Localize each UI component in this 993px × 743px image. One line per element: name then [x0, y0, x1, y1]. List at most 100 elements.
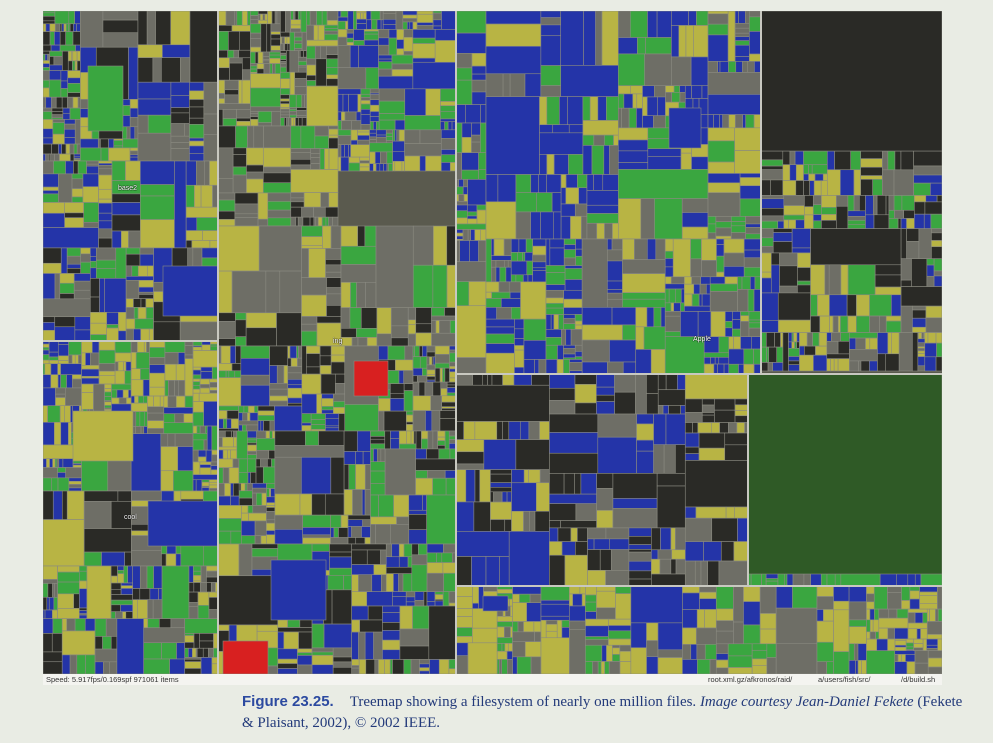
- treemap-cell: [913, 174, 942, 184]
- treemap-cell: [44, 53, 48, 61]
- treemap-cell: [607, 238, 613, 251]
- treemap-cell: [617, 169, 709, 199]
- treemap-cell: [189, 106, 205, 119]
- treemap-cell: [301, 248, 309, 279]
- treemap-cell: [524, 252, 534, 262]
- treemap-cell: [73, 153, 81, 158]
- treemap-cell: [681, 198, 709, 213]
- treemap-cell: [176, 395, 186, 408]
- treemap-cell: [192, 366, 202, 371]
- treemap-cell: [539, 421, 550, 440]
- treemap-cell: [184, 358, 194, 397]
- treemap-cell: [545, 289, 565, 299]
- treemap-cell: [43, 153, 46, 162]
- treemap-cell: [250, 116, 259, 120]
- treemap-cell: [833, 600, 850, 611]
- treemap-cell: [209, 160, 219, 186]
- treemap-cell: [238, 424, 243, 432]
- treemap-cell: [734, 415, 749, 423]
- treemap-cell: [404, 345, 414, 361]
- treemap-cell: [374, 151, 381, 164]
- treemap-cell: [366, 19, 372, 30]
- treemap-cell: [448, 439, 457, 444]
- treemap-cell: [196, 217, 219, 231]
- treemap-cell: [310, 419, 326, 425]
- treemap-cell: [378, 61, 393, 70]
- treemap-cell: [303, 192, 322, 208]
- treemap-cell: [54, 316, 76, 328]
- treemap-cell: [446, 264, 457, 308]
- treemap-cell: [418, 381, 426, 397]
- treemap-cell: [406, 414, 414, 423]
- treemap-cell: [321, 216, 327, 227]
- treemap-cell: [715, 235, 732, 240]
- treemap-cell: [797, 267, 811, 282]
- treemap-cell: [54, 153, 60, 162]
- treemap-cell: [94, 636, 103, 650]
- treemap-cell: [369, 104, 380, 112]
- treemap-cell: [664, 258, 674, 268]
- treemap-cell: [143, 658, 170, 674]
- treemap-cell: [217, 428, 239, 432]
- treemap-cell: [424, 381, 434, 397]
- treemap-cell: [290, 159, 312, 166]
- treemap-cell: [427, 470, 446, 479]
- treemap-cell: [260, 13, 264, 21]
- treemap-cell: [793, 332, 798, 343]
- treemap-cell: [608, 661, 621, 674]
- treemap-cell: [694, 560, 702, 587]
- treemap-cell: [826, 661, 834, 674]
- treemap-cell: [64, 123, 76, 130]
- treemap-cell: [197, 456, 207, 463]
- treemap-cell: [885, 315, 902, 322]
- treemap-cell: [549, 373, 576, 389]
- treemap-cell: [378, 659, 386, 674]
- treemap-cell: [539, 154, 548, 175]
- treemap-cell: [891, 332, 900, 355]
- treemap-cell: [232, 458, 240, 468]
- treemap-cell: [517, 252, 523, 262]
- treemap-cell: [43, 633, 53, 653]
- treemap-cell: [71, 173, 84, 180]
- treemap-cell: [301, 373, 322, 395]
- treemap-cell: [632, 93, 638, 109]
- treemap-cell: [245, 312, 277, 329]
- treemap-cell: [455, 32, 487, 54]
- treemap-cell: [840, 169, 855, 196]
- treemap-cell: [192, 461, 201, 475]
- treemap-cell: [266, 519, 276, 524]
- treemap-cell: [260, 420, 264, 432]
- treemap-cell: [617, 150, 649, 163]
- treemap-cell: [499, 266, 507, 283]
- treemap-cell: [65, 143, 71, 155]
- treemap-cell: [759, 585, 777, 614]
- treemap-cell: [455, 235, 464, 240]
- treemap-cell: [361, 526, 371, 538]
- treemap-cell: [887, 150, 896, 171]
- treemap-cell: [251, 543, 279, 549]
- treemap-cell: [549, 473, 565, 495]
- treemap-cell: [903, 209, 915, 219]
- treemap-cell: [485, 298, 502, 308]
- treemap-cell: [407, 307, 417, 321]
- treemap-cell: [350, 282, 357, 308]
- treemap-cell: [563, 238, 576, 245]
- treemap-cell: [260, 458, 268, 468]
- treemap-cell: [236, 430, 248, 460]
- treemap-cell: [582, 96, 591, 121]
- treemap-cell: [865, 214, 875, 229]
- treemap-cell: [85, 352, 91, 366]
- treemap-cell: [302, 534, 331, 539]
- treemap-cell: [467, 229, 471, 241]
- treemap-cell: [57, 355, 69, 361]
- treemap-cell: [490, 469, 512, 475]
- treemap-cell: [703, 541, 722, 562]
- treemap-cell: [536, 192, 553, 213]
- treemap-cell: [322, 225, 332, 249]
- treemap-cell: [602, 174, 619, 191]
- treemap-cell: [583, 11, 596, 66]
- treemap-cell: [133, 298, 142, 308]
- treemap-cell: [511, 510, 524, 532]
- treemap-cell: [189, 99, 205, 108]
- treemap-cell: [270, 23, 281, 32]
